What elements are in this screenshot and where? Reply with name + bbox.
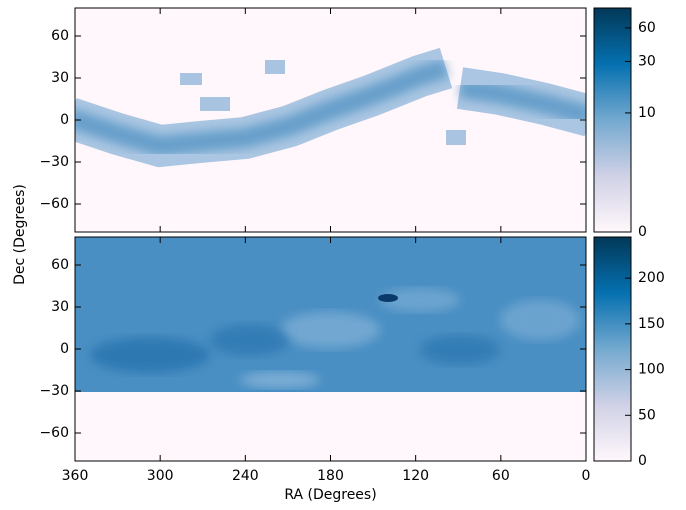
y-tick-label: −60 [39, 196, 69, 212]
x-tick-label: 300 [147, 468, 174, 484]
x-tick-label: 120 [402, 468, 429, 484]
y-tick-label: 60 [51, 257, 69, 273]
colorbar [593, 236, 632, 462]
x-axis-label: RA (Degrees) [284, 487, 376, 503]
y-tick-label: 0 [60, 112, 69, 128]
x-tick-label: 60 [492, 468, 510, 484]
y-tick-label: 30 [51, 299, 69, 315]
colorbar-tick-label: 10 [638, 105, 656, 121]
y-axis-label: Dec (Degrees) [12, 184, 28, 285]
colorbar-tick-label: 150 [638, 316, 665, 332]
heatmap-texture [75, 47, 586, 168]
colorbar-tick-label: 100 [638, 362, 665, 378]
colorbar [593, 7, 632, 233]
colorbar-tick-label: 0 [638, 453, 647, 469]
colorbar-tick-label: 200 [638, 270, 665, 286]
heatmap-texture [75, 237, 586, 392]
y-tick-label: −30 [39, 383, 69, 399]
colorbar-tick-label: 60 [638, 20, 656, 36]
colorbar-tick-label: 30 [638, 53, 656, 69]
y-tick-label: −60 [39, 425, 69, 441]
y-tick-label: 30 [51, 70, 69, 86]
x-tick-label: 360 [62, 468, 89, 484]
colorbar-tick-label: 0 [638, 224, 647, 240]
colorbar-tick-label: 50 [638, 407, 656, 423]
x-tick-label: 240 [232, 468, 259, 484]
x-tick-label: 0 [582, 468, 591, 484]
y-tick-label: 60 [51, 28, 69, 44]
y-tick-label: −30 [39, 154, 69, 170]
y-tick-label: 0 [60, 341, 69, 357]
x-tick-label: 180 [317, 468, 344, 484]
